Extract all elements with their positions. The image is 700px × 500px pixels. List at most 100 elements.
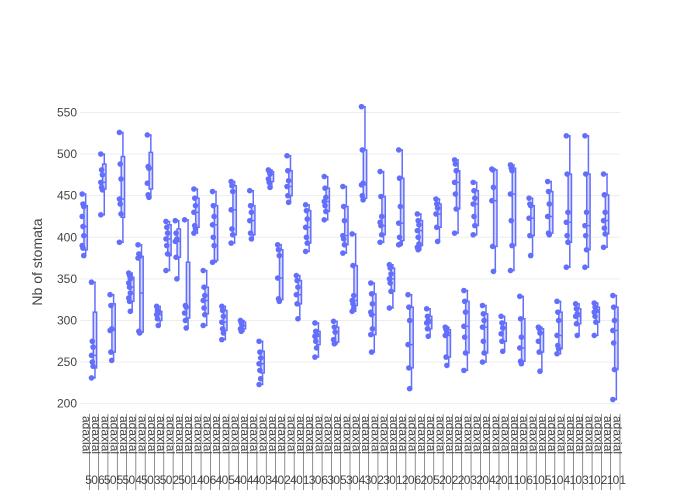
data-point: [146, 165, 152, 172]
data-point: [591, 332, 598, 339]
x-tick-label-secondary: 4: [253, 473, 260, 487]
x-tick-label-primary: adaxial: [433, 416, 447, 454]
box-trace: [516, 293, 526, 367]
data-point: [322, 202, 328, 209]
data-point: [395, 220, 402, 226]
data-point: [499, 338, 505, 345]
box-trace: [591, 300, 601, 339]
data-point: [592, 313, 598, 320]
data-point: [489, 167, 496, 173]
x-tick-label-secondary: 3: [383, 473, 390, 487]
data-point: [248, 236, 255, 242]
data-point: [414, 227, 421, 234]
y-tick-label: 350: [57, 272, 77, 286]
x-tick-label-primary: adaxial: [340, 416, 354, 454]
x-tick-label-secondary: 1: [569, 473, 576, 487]
data-point: [508, 217, 515, 224]
data-point: [479, 324, 486, 330]
data-point: [489, 243, 496, 250]
data-point: [209, 188, 216, 195]
x-tick-label-primary: adaxial: [368, 416, 382, 454]
x-tick-label-primary: adaxial: [554, 416, 568, 454]
x-tick-label-primary: adaxial: [545, 416, 559, 454]
data-point: [341, 217, 348, 224]
data-point: [321, 198, 328, 205]
data-point: [509, 242, 515, 249]
data-point: [600, 244, 607, 251]
data-point: [99, 172, 106, 178]
x-tick-label-secondary: 03: [259, 473, 273, 487]
data-point: [229, 231, 236, 238]
data-point: [182, 317, 189, 324]
data-point: [164, 230, 171, 236]
data-point: [388, 271, 394, 277]
box-trace: [293, 272, 303, 322]
data-point: [572, 313, 579, 320]
data-point: [88, 352, 95, 359]
data-point: [163, 224, 170, 231]
data-point: [276, 252, 283, 259]
data-point: [424, 326, 431, 332]
data-point: [285, 177, 292, 184]
x-tick-label-secondary: 06: [408, 473, 422, 487]
data-point: [210, 234, 217, 241]
x-tick-label-primary: adaxial: [247, 416, 261, 454]
data-point: [423, 306, 430, 312]
data-point: [535, 338, 542, 345]
x-tick-label-secondary: 5: [123, 473, 130, 487]
data-point: [293, 272, 300, 279]
x-tick-label-secondary: 05: [110, 473, 124, 487]
data-point: [461, 323, 467, 330]
data-point: [330, 318, 337, 325]
data-point: [257, 375, 264, 382]
data-point: [191, 195, 198, 201]
x-tick-label-primary: adaxial: [452, 416, 466, 454]
data-point: [79, 191, 85, 197]
y-tick-label: 450: [57, 189, 77, 203]
box-iqr: [567, 173, 573, 244]
data-point: [360, 197, 366, 203]
box-trace: [461, 287, 470, 374]
x-tick-label-secondary: 01: [296, 473, 310, 487]
x-tick-label-primary: adaxial: [331, 416, 345, 454]
data-point: [331, 324, 338, 330]
box-trace: [256, 338, 265, 388]
data-point: [388, 288, 394, 295]
data-point: [200, 297, 207, 304]
data-point: [135, 241, 141, 248]
data-point: [582, 222, 588, 229]
data-point: [359, 147, 366, 153]
data-point: [274, 241, 281, 248]
data-point: [154, 316, 161, 322]
x-tick-label-secondary: 02: [371, 473, 385, 487]
data-point: [303, 234, 310, 241]
x-tick-label-primary: adaxial: [359, 416, 373, 454]
data-point: [126, 284, 133, 291]
box-trace: [116, 129, 126, 246]
x-tick-label-secondary: 4: [197, 473, 204, 487]
data-point: [537, 330, 543, 336]
x-tick-label-secondary: 3: [346, 473, 353, 487]
box-iqr: [139, 255, 144, 333]
box-trace: [200, 267, 210, 329]
data-point: [378, 222, 384, 229]
box-trace: [563, 132, 573, 271]
data-point: [313, 345, 320, 351]
x-tick-label-primary: adaxial: [182, 416, 196, 454]
x-tick-label-secondary: 2: [495, 473, 502, 487]
x-tick-label-primary: adaxial: [350, 416, 364, 454]
data-point: [256, 360, 262, 367]
data-point: [107, 291, 113, 298]
data-point: [499, 348, 506, 355]
data-point: [116, 129, 123, 136]
x-tick-label-primary: adaxial: [499, 416, 513, 454]
data-point: [275, 246, 282, 253]
data-point: [219, 303, 225, 310]
y-tick-label: 300: [57, 313, 77, 327]
box-trace: [228, 178, 238, 246]
box-trace: [246, 187, 256, 242]
data-point: [117, 201, 124, 207]
box-trace: [172, 217, 182, 282]
data-point: [591, 300, 598, 306]
data-point: [174, 276, 180, 282]
